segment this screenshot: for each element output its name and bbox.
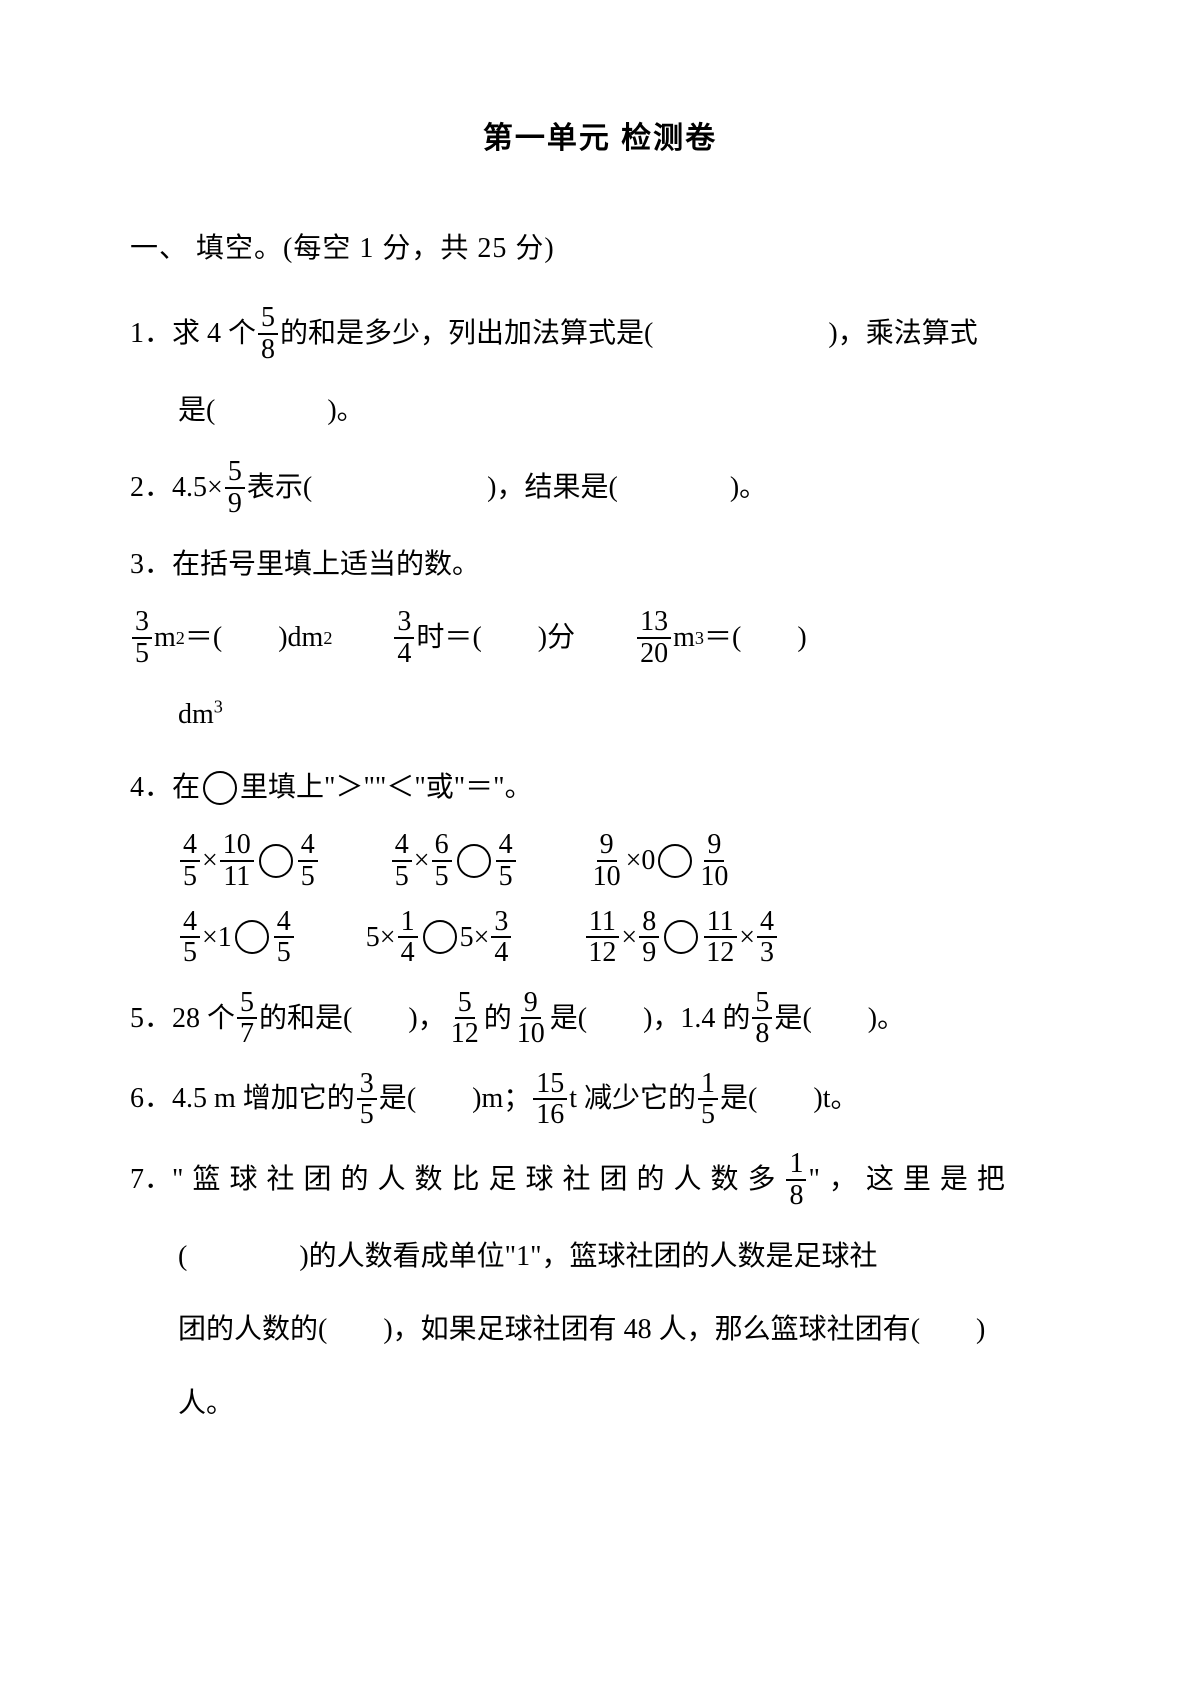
q2-t3: ，结果是 bbox=[496, 461, 608, 514]
q4-t2: 里填上"＞""＜"或"＝"。 bbox=[240, 761, 533, 814]
q3-c3b: dm3 bbox=[178, 688, 223, 741]
q4-blank-1[interactable] bbox=[259, 844, 293, 878]
question-6: 6． 4.5 m 增加它的 35 是 m； 1516 t 减少它的 15 是 t… bbox=[130, 1069, 1070, 1130]
q5-number: 5． bbox=[130, 992, 172, 1045]
question-7: 7． "篮球社团的人数比足球社团的人数多 18 "，这里是把 的人数看成单位"1… bbox=[130, 1149, 1070, 1429]
q3-blank-2[interactable] bbox=[472, 611, 547, 664]
q3-c1-frac: 3 5 bbox=[132, 607, 152, 668]
q3-c3: 13 20 m3 ＝ bbox=[635, 607, 807, 668]
q2-t2: 表示 bbox=[247, 461, 303, 514]
q2-t4: 。 bbox=[739, 461, 767, 514]
q4-number: 4． bbox=[130, 761, 172, 814]
q1-text-2a: 是 bbox=[178, 384, 206, 437]
q3-text: 在括号里填上适当的数。 bbox=[172, 538, 480, 591]
q3-c2: 3 4 时＝ 分 bbox=[392, 607, 575, 668]
q4-blank-3[interactable] bbox=[658, 844, 692, 878]
q1-text-c: ，乘法算式 bbox=[838, 307, 978, 360]
q2-blank-result[interactable] bbox=[609, 461, 740, 514]
q4-r2b: 5× 14 5× 34 bbox=[366, 907, 514, 968]
q4-r1a: 45 × 1011 45 bbox=[178, 830, 320, 891]
page: 第一单元 检测卷 一、 填空。(每空 1 分，共 25 分) 1． 求 4 个 … bbox=[0, 0, 1200, 1697]
question-5: 5． 28 个 57 的和是 ， 512 的 910 是 ，1.4 的 58 是… bbox=[130, 988, 1070, 1049]
q7-blank-1[interactable] bbox=[178, 1230, 309, 1283]
question-4: 4． 在 里填上"＞""＜"或"＝"。 45 × 1011 45 45 × 65… bbox=[130, 761, 1070, 968]
q1-text-2b: 。 bbox=[337, 384, 365, 437]
q6-blank-1[interactable] bbox=[407, 1072, 482, 1125]
q2-number: 2． bbox=[130, 461, 172, 514]
section-1-heading: 一、 填空。(每空 1 分，共 25 分) bbox=[130, 222, 1070, 275]
q6-number: 6． bbox=[130, 1072, 172, 1125]
page-title: 第一单元 检测卷 bbox=[130, 110, 1070, 167]
q3-number: 3． bbox=[130, 538, 172, 591]
q7-blank-3[interactable] bbox=[911, 1303, 986, 1356]
q4-blank-4[interactable] bbox=[235, 920, 269, 954]
q1-number: 1． bbox=[130, 307, 172, 360]
q1-text-a: 求 4 个 bbox=[172, 307, 256, 360]
q4-blank-5[interactable] bbox=[423, 920, 457, 954]
q3-blank-3[interactable] bbox=[732, 611, 807, 664]
question-3: 3． 在括号里填上适当的数。 3 5 m2 ＝ dm2 3 4 时＝ bbox=[130, 538, 1070, 741]
q4-r2a: 45 ×1 45 bbox=[178, 907, 296, 968]
q2-fraction: 5 9 bbox=[225, 457, 245, 518]
q1-blank-addition[interactable] bbox=[644, 307, 838, 360]
q4-t1: 在 bbox=[172, 761, 200, 814]
q4-blank-6[interactable] bbox=[664, 920, 698, 954]
q1-text-b: 的和是多少，列出加法算式是 bbox=[280, 307, 644, 360]
circle-icon bbox=[203, 771, 237, 805]
question-1: 1． 求 4 个 5 8 的和是多少，列出加法算式是 ，乘法算式 是 。 bbox=[130, 303, 1070, 437]
q5-blank-3[interactable] bbox=[802, 992, 877, 1045]
q2-t1: 4.5× bbox=[172, 461, 223, 514]
q2-blank-meaning[interactable] bbox=[303, 461, 497, 514]
q4-r1c: 910 ×0 910 bbox=[588, 830, 734, 891]
q1-blank-multiplication[interactable] bbox=[206, 384, 337, 437]
q3-c3-frac: 13 20 bbox=[637, 607, 671, 668]
q3-blank-1[interactable] bbox=[213, 611, 288, 664]
q4-r1b: 45 × 65 45 bbox=[390, 830, 518, 891]
q3-c1: 3 5 m2 ＝ dm2 bbox=[130, 607, 332, 668]
q6-blank-2[interactable] bbox=[748, 1072, 823, 1125]
q7-number: 7． bbox=[130, 1153, 172, 1206]
q5-blank-1[interactable] bbox=[343, 992, 418, 1045]
q4-blank-2[interactable] bbox=[457, 844, 491, 878]
q4-r2c: 1112 × 89 1112 × 43 bbox=[583, 907, 779, 968]
q3-c2-frac: 3 4 bbox=[394, 607, 414, 668]
question-2: 2． 4.5× 5 9 表示 ，结果是 。 bbox=[130, 457, 1070, 518]
q5-blank-2[interactable] bbox=[578, 992, 653, 1045]
q1-fraction: 5 8 bbox=[258, 303, 278, 364]
q7-blank-2[interactable] bbox=[318, 1303, 393, 1356]
